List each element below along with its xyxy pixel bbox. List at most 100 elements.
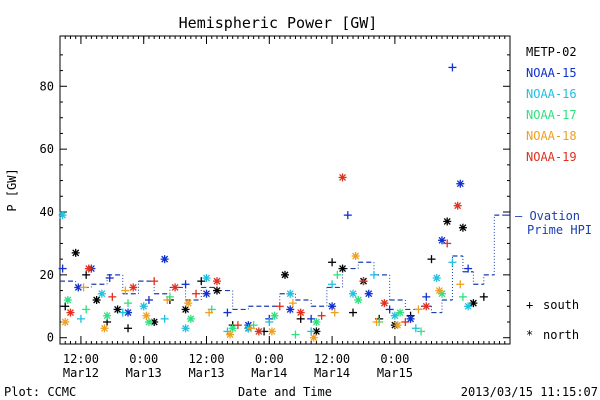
x-tick-label-date: Mar13 <box>126 366 162 380</box>
data-point <box>435 286 444 295</box>
star-marker-d2 <box>101 324 108 332</box>
star-marker-d2 <box>352 252 360 260</box>
data-point <box>105 274 114 282</box>
star-marker-d2 <box>407 315 415 323</box>
data-point <box>124 299 133 308</box>
star-marker-d2 <box>464 302 472 310</box>
data-point <box>437 236 446 245</box>
data-point <box>84 264 93 273</box>
x-tick-label-date: Mar14 <box>314 366 350 380</box>
data-point <box>171 283 180 292</box>
star-marker-d2 <box>255 327 263 335</box>
legend-marker-label: south <box>543 298 579 312</box>
data-point <box>113 305 122 314</box>
data-point <box>121 286 130 295</box>
data-point <box>63 296 72 304</box>
data-point <box>354 296 363 304</box>
star-marker-d2 <box>312 327 320 335</box>
data-point <box>181 305 190 314</box>
data-point <box>205 308 214 317</box>
data-point <box>296 308 305 317</box>
star-marker-d2 <box>391 312 399 320</box>
star-marker-d2 <box>229 324 237 332</box>
legend-ovation-line1: — Ovation <box>515 209 580 223</box>
x-axis: 12:00Mar120:00Mar1312:00Mar130:00Mar1412… <box>59 36 511 380</box>
data-point <box>453 201 462 210</box>
star-marker-d2 <box>396 309 404 317</box>
data-point <box>254 327 263 336</box>
data-point <box>456 280 465 289</box>
legend-series-noaa-19: NOAA-19 <box>526 150 577 164</box>
data-point <box>144 318 153 326</box>
data-point <box>372 318 381 326</box>
data-point <box>328 258 337 267</box>
data-point <box>432 274 441 282</box>
data-point <box>265 318 274 326</box>
y-tick-label: 60 <box>40 142 54 156</box>
data-point <box>291 330 300 339</box>
y-tick-label: 20 <box>40 268 54 282</box>
data-point <box>150 277 159 286</box>
star-marker-d2 <box>328 302 336 310</box>
data-point <box>97 289 106 298</box>
data-point <box>307 327 316 336</box>
star-marker-d2 <box>203 290 210 298</box>
y-axis-label: P [GW] <box>5 168 19 211</box>
data-point <box>309 333 318 342</box>
star-marker-d2 <box>456 180 464 188</box>
data-point <box>422 302 431 311</box>
data-point <box>212 277 221 286</box>
data-point <box>396 308 405 317</box>
data-point <box>393 321 402 330</box>
star-marker-d2 <box>182 324 190 332</box>
star-marker-d2 <box>203 274 210 282</box>
data-point <box>66 308 75 317</box>
star-marker-d2 <box>312 318 320 326</box>
x-tick-label-date: Mar13 <box>188 366 224 380</box>
data-point <box>464 302 473 311</box>
star-marker-d2 <box>145 318 153 326</box>
star-marker-d2 <box>161 255 169 263</box>
data-point <box>74 283 83 292</box>
data-point <box>184 299 193 308</box>
data-points <box>58 63 488 342</box>
y-tick-label: 80 <box>40 79 54 93</box>
data-point <box>79 283 88 292</box>
data-point <box>92 296 101 304</box>
star-marker-d2 <box>339 265 347 273</box>
data-point <box>223 308 232 317</box>
data-point <box>212 286 221 295</box>
star-marker-d2 <box>297 309 305 317</box>
legend-series-metp-02: METP-02 <box>526 45 577 59</box>
legend-series-noaa-16: NOAA-16 <box>526 87 577 101</box>
x-tick-label-time: 0:00 <box>380 352 409 366</box>
footer-timestamp: 2013/03/15 11:15:07 <box>461 385 598 399</box>
star-marker-d2 <box>422 302 430 310</box>
star-marker-d2 <box>98 290 106 298</box>
star-marker-d2 <box>349 290 357 298</box>
star-marker-d2 <box>438 236 446 244</box>
data-point <box>267 327 276 336</box>
data-point <box>181 280 190 289</box>
data-point <box>246 324 255 333</box>
x-axis-label: Date and Time <box>238 385 332 399</box>
data-point <box>76 314 85 323</box>
data-point <box>351 252 360 260</box>
data-point <box>380 299 389 308</box>
data-point <box>448 63 457 72</box>
legend-marker-symbol: + <box>526 298 533 312</box>
y-axis: 0 20 40 60 80 <box>40 54 510 345</box>
data-point <box>328 280 337 289</box>
data-point <box>479 292 488 301</box>
data-point <box>390 311 399 320</box>
data-point <box>58 211 67 220</box>
data-point <box>414 305 423 314</box>
star-marker-d2 <box>171 283 179 291</box>
data-point <box>333 270 342 279</box>
data-point <box>71 248 80 257</box>
star-marker-d2 <box>59 211 67 219</box>
x-tick-label-time: 0:00 <box>129 352 158 366</box>
star-marker-d2 <box>72 249 80 257</box>
data-point <box>82 305 91 314</box>
